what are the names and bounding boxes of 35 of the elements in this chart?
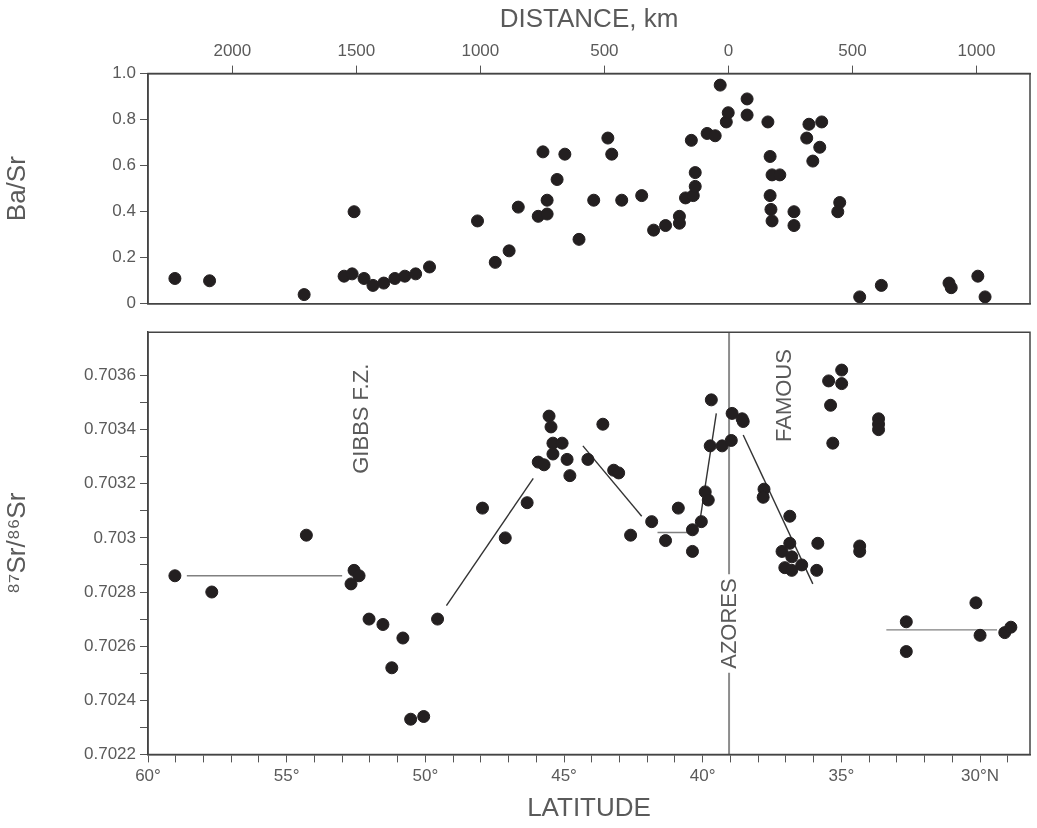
- y-tick-label: 0.8: [112, 109, 136, 129]
- x2-tick-label: 500: [590, 41, 619, 61]
- y-axis-title: Ba/Sr: [0, 155, 31, 222]
- x-axis-title: LATITUDE: [527, 791, 651, 822]
- annotation: FAMOUS: [770, 349, 796, 442]
- x2-tick-label: 0: [723, 41, 734, 61]
- y-tick-label: 0.7032: [84, 473, 136, 493]
- x-tick-label: 60°: [135, 766, 161, 786]
- x2-tick-label: 1000: [461, 41, 500, 61]
- y-tick-label: 0.6: [112, 155, 136, 175]
- x2-tick-label: 2000: [213, 41, 252, 61]
- x-tick-label: 40°: [689, 766, 716, 786]
- y-tick-label: 0.7034: [84, 419, 136, 439]
- x-tick-label: 35°: [828, 766, 855, 786]
- y-tick-label: 0.7028: [84, 581, 136, 601]
- y-tick-label: 0: [126, 293, 136, 313]
- y-tick-label: 0.2: [112, 247, 136, 267]
- x2-tick-label: 1000: [957, 41, 996, 61]
- x-tick-label: 50°: [412, 766, 439, 786]
- y-tick-label: 0.7026: [84, 635, 136, 655]
- annotation: GIBBS F.Z.: [347, 363, 373, 474]
- x2-tick-label: 500: [838, 41, 867, 61]
- y-axis-title: ⁸⁷Sr/⁸⁶Sr: [0, 492, 31, 594]
- y-tick-label: 0.4: [112, 201, 136, 221]
- y-tick-label: 0.7036: [84, 365, 136, 385]
- ref-line-label: AZORES: [716, 578, 742, 669]
- x2-axis-title: DISTANCE, km: [499, 2, 679, 33]
- x-tick-label: 45°: [551, 766, 577, 786]
- y-tick-label: 1.0: [112, 63, 136, 83]
- y-tick-label: 0.7024: [84, 689, 136, 709]
- x-tick-label: 55°: [273, 766, 300, 786]
- x-tick-label: 30°N: [961, 766, 1000, 786]
- x2-tick-label: 1500: [337, 41, 376, 61]
- y-tick-label: 0.703: [93, 527, 136, 547]
- y-tick-label: 0.7022: [84, 744, 136, 764]
